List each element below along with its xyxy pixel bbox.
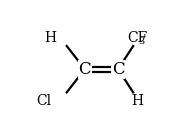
Text: Cl: Cl <box>36 94 52 108</box>
Text: CF: CF <box>127 31 147 45</box>
Text: H: H <box>132 94 144 108</box>
Text: C: C <box>112 61 124 78</box>
Text: H: H <box>44 31 56 45</box>
Text: 3: 3 <box>138 37 145 46</box>
Text: C: C <box>79 61 91 78</box>
